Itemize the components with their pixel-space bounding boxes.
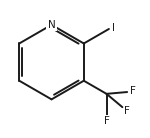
Text: N: N [48,20,55,30]
Text: F: F [130,87,136,96]
Text: I: I [112,23,115,33]
Text: F: F [104,116,110,126]
Text: F: F [124,106,130,116]
